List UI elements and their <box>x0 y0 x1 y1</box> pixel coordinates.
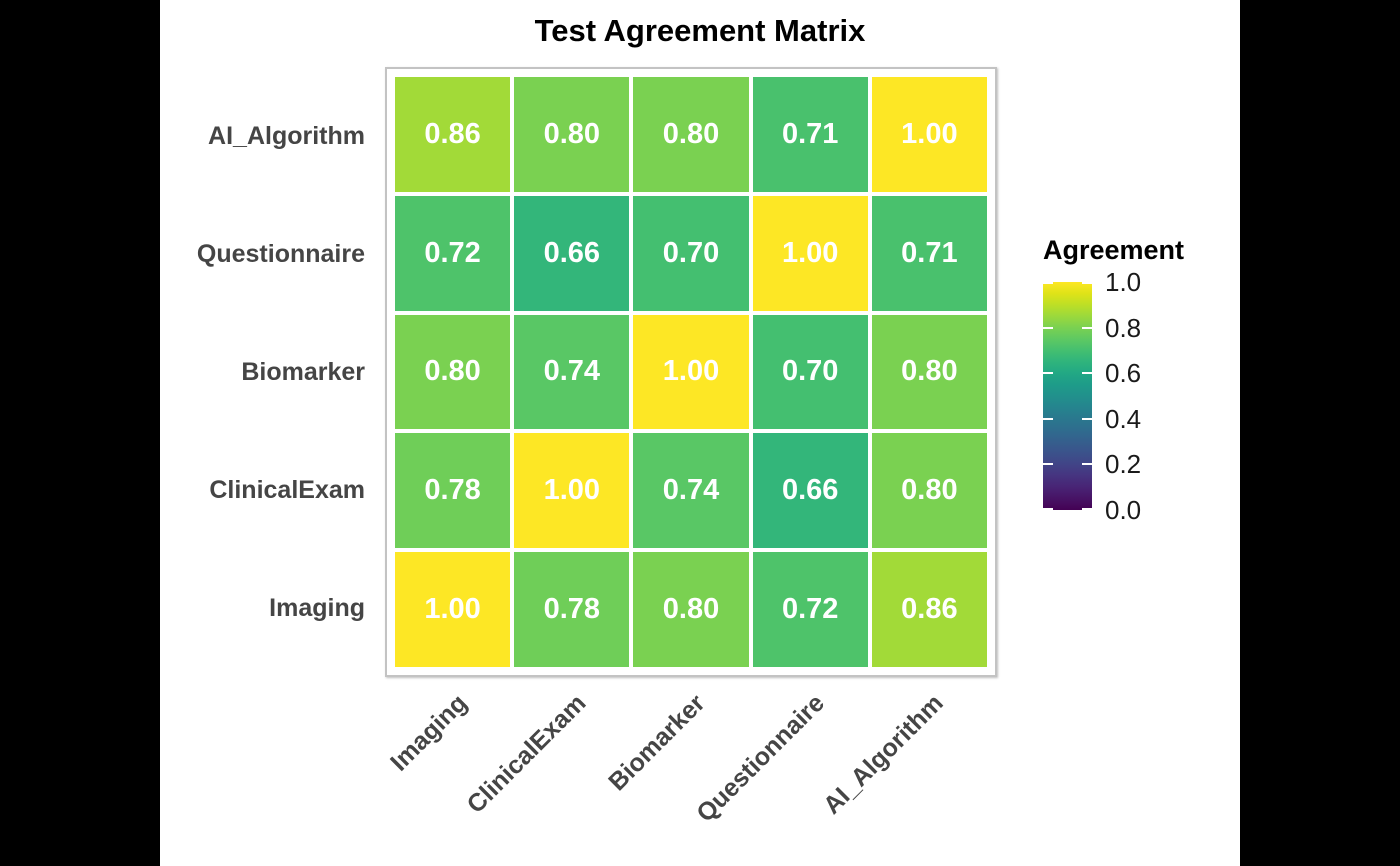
heatmap-cell: 0.80 <box>871 433 987 549</box>
heatmap-cell: 0.86 <box>871 552 987 667</box>
x-axis-label: ClinicalExam <box>461 689 592 819</box>
heatmap-cell: 0.74 <box>514 314 630 430</box>
legend-tick-label: 0.0 <box>1105 495 1142 525</box>
legend-tick <box>1043 463 1053 466</box>
x-axis-label: Questionnaire <box>691 689 831 828</box>
legend-tick <box>1082 326 1092 329</box>
heatmap-cell: 0.70 <box>633 195 749 311</box>
heatmap-cell: 0.66 <box>514 195 630 311</box>
legend-tick-label: 0.2 <box>1105 449 1142 480</box>
legend-tick-label: 0.6 <box>1105 358 1142 389</box>
y-axis-label: AI_Algorithm <box>208 121 365 150</box>
plot-canvas: Test Agreement Matrix AI_Algorithm Questi… <box>160 0 1240 866</box>
heatmap-cell: 0.71 <box>871 195 987 311</box>
heatmap-cell: 1.00 <box>395 552 511 667</box>
x-axis-label: Biomarker <box>603 689 711 797</box>
heatmap-cell: 0.72 <box>395 195 511 311</box>
heatmap-cell: 1.00 <box>514 433 630 549</box>
heatmap-cell: 0.80 <box>514 77 630 192</box>
heatmap-cell: 0.86 <box>395 77 511 192</box>
legend-tick <box>1082 372 1092 375</box>
heatmap-cell: 0.72 <box>752 552 868 667</box>
legend-tick-label: 1.0 <box>1105 267 1142 297</box>
y-axis-label: Questionnaire <box>196 239 365 268</box>
heatmap-cell: 0.80 <box>395 314 511 430</box>
legend-tick <box>1043 282 1053 284</box>
legend-tick <box>1082 508 1092 510</box>
heatmap-cell: 0.78 <box>395 433 511 549</box>
heatmap-panel: 0.86 0.80 0.80 0.71 1.00 0.72 0.66 0.70 1.00 0.71… <box>385 67 997 677</box>
heatmap-cell: 0.71 <box>752 77 868 192</box>
x-axis-label: Imaging <box>384 689 473 777</box>
heatmap-cell: 1.00 <box>752 195 868 311</box>
y-axis-label: Imaging <box>269 593 365 622</box>
legend-tick <box>1043 417 1053 420</box>
chart-title: Test Agreement Matrix <box>534 13 866 48</box>
legend-tick <box>1082 417 1092 420</box>
heatmap-cell: 0.80 <box>633 552 749 667</box>
legend-colorbar <box>1043 282 1092 510</box>
heatmap-cell: 0.80 <box>633 77 749 192</box>
heatmap-cell: 0.70 <box>752 314 868 430</box>
heatmap-cell: 1.00 <box>633 314 749 430</box>
legend-tick <box>1082 282 1092 284</box>
y-axis-labels: AI_Algorithm Questionnaire Biomarker Clinic… <box>160 77 385 667</box>
legend-tick <box>1082 463 1092 466</box>
legend-tick-label: 0.8 <box>1105 312 1142 343</box>
x-axis-label: AI_Algorithm <box>818 689 950 820</box>
heatmap-cell: 0.80 <box>871 314 987 430</box>
legend-tick <box>1043 508 1053 510</box>
legend-tick <box>1043 326 1053 329</box>
heatmap-cell: 1.00 <box>871 77 987 192</box>
legend-title: Agreement <box>1043 235 1185 265</box>
y-axis-label: ClinicalExam <box>209 475 365 504</box>
heatmap-grid: 0.86 0.80 0.80 0.71 1.00 0.72 0.66 0.70 1.00 0.71… <box>395 77 987 667</box>
legend-tick-label: 0.4 <box>1105 403 1142 434</box>
heatmap-cell: 0.66 <box>752 433 868 549</box>
y-axis-label: Biomarker <box>241 357 365 386</box>
heatmap-cell: 0.78 <box>514 552 630 667</box>
heatmap-cell: 0.74 <box>633 433 749 549</box>
legend-tick <box>1043 372 1053 375</box>
